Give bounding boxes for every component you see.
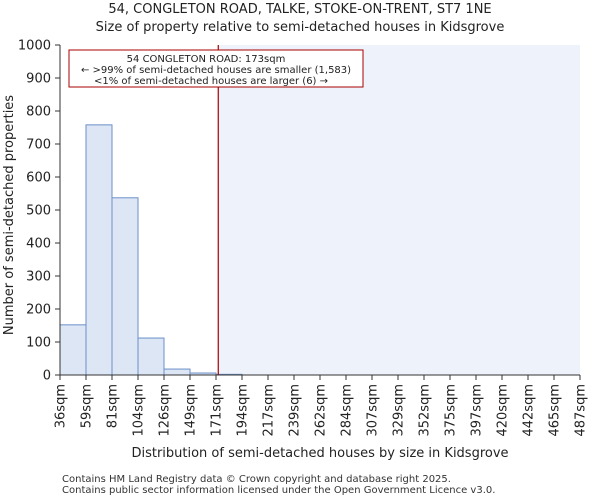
y-tick-label: 700 — [26, 138, 51, 153]
x-tick-label: 149sqm — [184, 384, 199, 437]
x-tick-label: 352sqm — [418, 384, 433, 437]
bar-104sqm — [137, 337, 165, 376]
annotation-larger: <1% of semi-detached houses are larger (… — [94, 76, 328, 87]
x-tick-label: 194sqm — [236, 384, 251, 437]
bar-126sqm — [163, 368, 191, 376]
footer-copyright: Contains HM Land Registry data © Crown c… — [62, 474, 451, 485]
x-tick-label: 487sqm — [574, 384, 589, 437]
bar-59sqm — [85, 124, 113, 376]
x-tick-label: 465sqm — [548, 384, 563, 437]
y-axis-label: Number of semi-detached properties — [2, 95, 17, 335]
x-axis: 36sqm 59sqm 81sqm 104sqm 126sqm 149sqm 171sqm 1… — [54, 374, 589, 437]
y-tick-label: 900 — [26, 72, 51, 87]
footer-licence: Contains public sector information licen… — [62, 485, 496, 496]
y-tick-label: 1000 — [18, 39, 51, 54]
x-tick-label: 375sqm — [444, 384, 459, 437]
y-tick-label: 500 — [26, 204, 51, 219]
y-axis: 0 100 200 300 400 500 600 700 800 900 1000 — [18, 39, 61, 384]
bars-group — [59, 124, 243, 376]
y-tick-label: 600 — [26, 171, 51, 186]
bar-36sqm — [59, 324, 87, 376]
x-tick-label: 81sqm — [106, 384, 121, 428]
x-tick-label: 36sqm — [54, 384, 69, 428]
x-tick-label: 171sqm — [210, 384, 225, 437]
chart-title: 54, CONGLETON ROAD, TALKE, STOKE-ON-TREN… — [108, 2, 492, 17]
y-tick-label: 800 — [26, 105, 51, 120]
chart-subtitle: Size of property relative to semi-detach… — [95, 20, 505, 35]
y-tick-label: 400 — [26, 237, 51, 252]
x-tick-label: 442sqm — [522, 384, 537, 437]
annotation-box — [68, 49, 364, 88]
histogram-chart: 0 100 200 300 400 500 600 700 800 900 1000 36sqm 59… — [2, 39, 589, 462]
annotation-title: 54 CONGLETON ROAD: 173sqm — [127, 54, 286, 65]
x-tick-label: 104sqm — [132, 384, 147, 437]
x-tick-label: 217sqm — [262, 384, 277, 437]
x-tick-label: 126sqm — [158, 384, 173, 437]
y-tick-label: 300 — [26, 270, 51, 285]
x-tick-label: 284sqm — [340, 384, 355, 437]
annotation-smaller: ← >99% of semi-detached houses are small… — [81, 65, 351, 76]
x-tick-label: 307sqm — [366, 384, 381, 437]
x-tick-label: 329sqm — [392, 384, 407, 437]
x-tick-label: 397sqm — [470, 384, 485, 437]
y-tick-label: 100 — [26, 336, 51, 351]
y-tick-label: 0 — [43, 369, 51, 384]
x-axis-label: Distribution of semi-detached houses by … — [131, 446, 508, 461]
x-tick-label: 239sqm — [288, 384, 303, 437]
y-tick-label: 200 — [26, 303, 51, 318]
x-tick-label: 59sqm — [80, 384, 95, 428]
highlight-region — [218, 45, 580, 375]
bar-81sqm — [111, 197, 139, 376]
x-tick-label: 420sqm — [496, 384, 511, 437]
x-tick-label: 262sqm — [314, 384, 329, 437]
